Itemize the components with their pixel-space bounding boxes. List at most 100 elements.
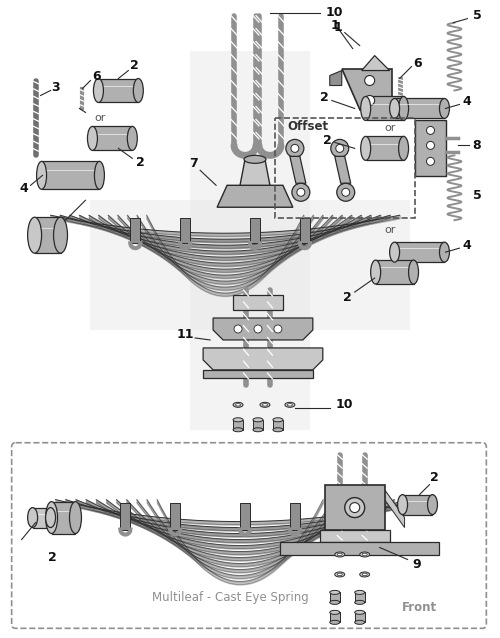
Ellipse shape	[94, 161, 104, 189]
Text: 6: 6	[92, 70, 100, 83]
Ellipse shape	[335, 552, 344, 557]
Polygon shape	[32, 508, 50, 528]
Text: 2: 2	[324, 134, 332, 147]
Polygon shape	[213, 318, 313, 340]
Ellipse shape	[54, 217, 68, 253]
Text: 4: 4	[20, 182, 28, 195]
Text: 2: 2	[130, 59, 138, 72]
Ellipse shape	[335, 572, 344, 577]
Polygon shape	[342, 68, 392, 110]
Polygon shape	[250, 218, 260, 243]
Ellipse shape	[398, 137, 408, 160]
Polygon shape	[384, 489, 404, 528]
Polygon shape	[362, 56, 390, 71]
Ellipse shape	[440, 242, 450, 262]
Text: or: or	[384, 225, 396, 235]
Text: 7: 7	[189, 157, 198, 170]
Ellipse shape	[273, 427, 283, 432]
Ellipse shape	[390, 242, 400, 262]
Polygon shape	[203, 370, 313, 378]
Polygon shape	[120, 503, 130, 530]
Ellipse shape	[28, 508, 38, 528]
Circle shape	[364, 96, 374, 105]
Polygon shape	[394, 242, 444, 262]
Polygon shape	[98, 78, 138, 103]
Circle shape	[426, 126, 434, 135]
Polygon shape	[290, 156, 306, 183]
Ellipse shape	[362, 573, 367, 575]
Ellipse shape	[285, 403, 295, 407]
Circle shape	[254, 325, 262, 333]
Polygon shape	[330, 71, 342, 85]
Polygon shape	[366, 96, 404, 121]
Text: 5: 5	[473, 189, 482, 202]
Text: 2: 2	[320, 91, 329, 104]
Polygon shape	[330, 593, 340, 602]
Circle shape	[234, 325, 242, 333]
Ellipse shape	[46, 501, 58, 533]
Polygon shape	[90, 200, 409, 330]
Text: 2: 2	[48, 551, 57, 564]
Text: 2: 2	[344, 290, 352, 304]
Polygon shape	[376, 260, 414, 284]
Text: Front: Front	[402, 601, 437, 614]
Text: Offset: Offset	[288, 120, 329, 133]
Ellipse shape	[362, 553, 367, 556]
Polygon shape	[240, 160, 270, 185]
Ellipse shape	[70, 501, 82, 533]
Polygon shape	[354, 612, 364, 622]
Text: 6: 6	[413, 57, 422, 70]
Polygon shape	[394, 98, 444, 119]
Ellipse shape	[360, 96, 370, 121]
Text: 9: 9	[412, 558, 421, 571]
Circle shape	[426, 158, 434, 165]
Ellipse shape	[396, 98, 404, 103]
Polygon shape	[354, 593, 364, 602]
Circle shape	[350, 503, 360, 512]
Text: Multileaf - Cast Eye Spring: Multileaf - Cast Eye Spring	[152, 591, 308, 604]
Circle shape	[292, 183, 310, 201]
Text: 2: 2	[136, 156, 144, 169]
Ellipse shape	[390, 98, 400, 119]
Circle shape	[274, 325, 282, 333]
Text: 8: 8	[472, 139, 480, 152]
Polygon shape	[273, 420, 283, 430]
Text: 4: 4	[462, 239, 471, 251]
Ellipse shape	[360, 137, 370, 160]
Ellipse shape	[134, 78, 143, 103]
Polygon shape	[233, 420, 243, 430]
Circle shape	[336, 144, 344, 152]
Ellipse shape	[354, 590, 364, 595]
Ellipse shape	[262, 404, 268, 406]
Circle shape	[337, 183, 354, 201]
Text: 1: 1	[334, 21, 342, 34]
Ellipse shape	[253, 427, 263, 432]
Polygon shape	[320, 530, 390, 542]
Polygon shape	[92, 126, 132, 151]
Ellipse shape	[330, 600, 340, 604]
Ellipse shape	[28, 217, 42, 253]
Ellipse shape	[233, 403, 243, 407]
Ellipse shape	[354, 620, 364, 625]
Circle shape	[297, 188, 305, 197]
Ellipse shape	[244, 156, 266, 163]
Circle shape	[344, 498, 364, 517]
Ellipse shape	[94, 78, 104, 103]
Ellipse shape	[338, 573, 342, 575]
Text: 1: 1	[330, 19, 339, 32]
Polygon shape	[402, 494, 432, 515]
Ellipse shape	[273, 418, 283, 422]
Text: 11: 11	[176, 329, 194, 341]
Circle shape	[331, 139, 348, 158]
Ellipse shape	[408, 260, 418, 284]
Text: 10: 10	[326, 6, 344, 19]
Ellipse shape	[398, 494, 407, 515]
Ellipse shape	[330, 590, 340, 595]
Polygon shape	[366, 137, 404, 160]
Ellipse shape	[330, 611, 340, 614]
Circle shape	[342, 188, 349, 197]
Polygon shape	[240, 503, 250, 530]
Polygon shape	[52, 501, 76, 533]
Polygon shape	[42, 161, 100, 189]
Polygon shape	[290, 503, 300, 530]
